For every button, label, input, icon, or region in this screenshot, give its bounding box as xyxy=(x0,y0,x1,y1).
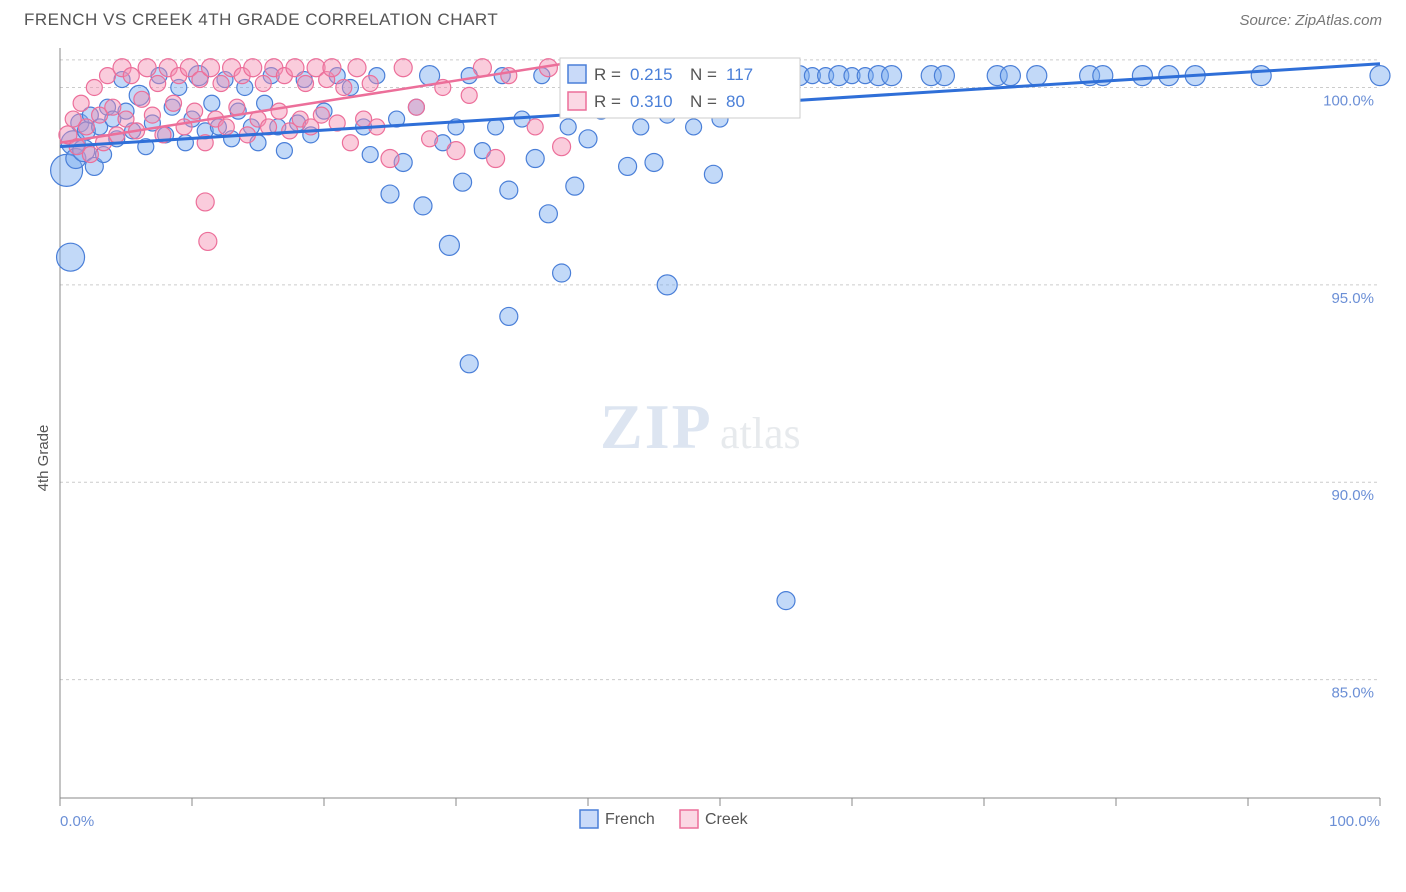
svg-text:ZIP: ZIP xyxy=(600,391,713,462)
svg-text:N =: N = xyxy=(690,92,717,111)
svg-text:N =: N = xyxy=(690,65,717,84)
svg-text:atlas: atlas xyxy=(720,409,801,458)
svg-text:85.0%: 85.0% xyxy=(1331,685,1374,702)
svg-text:0.215: 0.215 xyxy=(630,65,673,84)
svg-text:117: 117 xyxy=(726,65,753,84)
svg-text:80: 80 xyxy=(726,92,745,111)
y-axis-label: 4th Grade xyxy=(35,425,52,492)
chart-title: FRENCH VS CREEK 4TH GRADE CORRELATION CH… xyxy=(24,10,498,30)
svg-text:R =: R = xyxy=(594,65,621,84)
svg-text:French: French xyxy=(605,811,655,828)
svg-text:R =: R = xyxy=(594,92,621,111)
svg-text:90.0%: 90.0% xyxy=(1331,487,1374,504)
svg-text:0.310: 0.310 xyxy=(630,92,673,111)
svg-text:100.0%: 100.0% xyxy=(1323,92,1374,109)
svg-text:100.0%: 100.0% xyxy=(1329,813,1380,830)
source-label: Source: ZipAtlas.com xyxy=(1239,12,1382,29)
svg-text:Creek: Creek xyxy=(705,811,749,828)
svg-text:0.0%: 0.0% xyxy=(60,813,94,830)
svg-text:95.0%: 95.0% xyxy=(1331,290,1374,307)
scatter-chart: 85.0% 90.0% 95.0% 100.0% 0.0% 100.0% ZIPatlas R… xyxy=(0,38,1406,878)
